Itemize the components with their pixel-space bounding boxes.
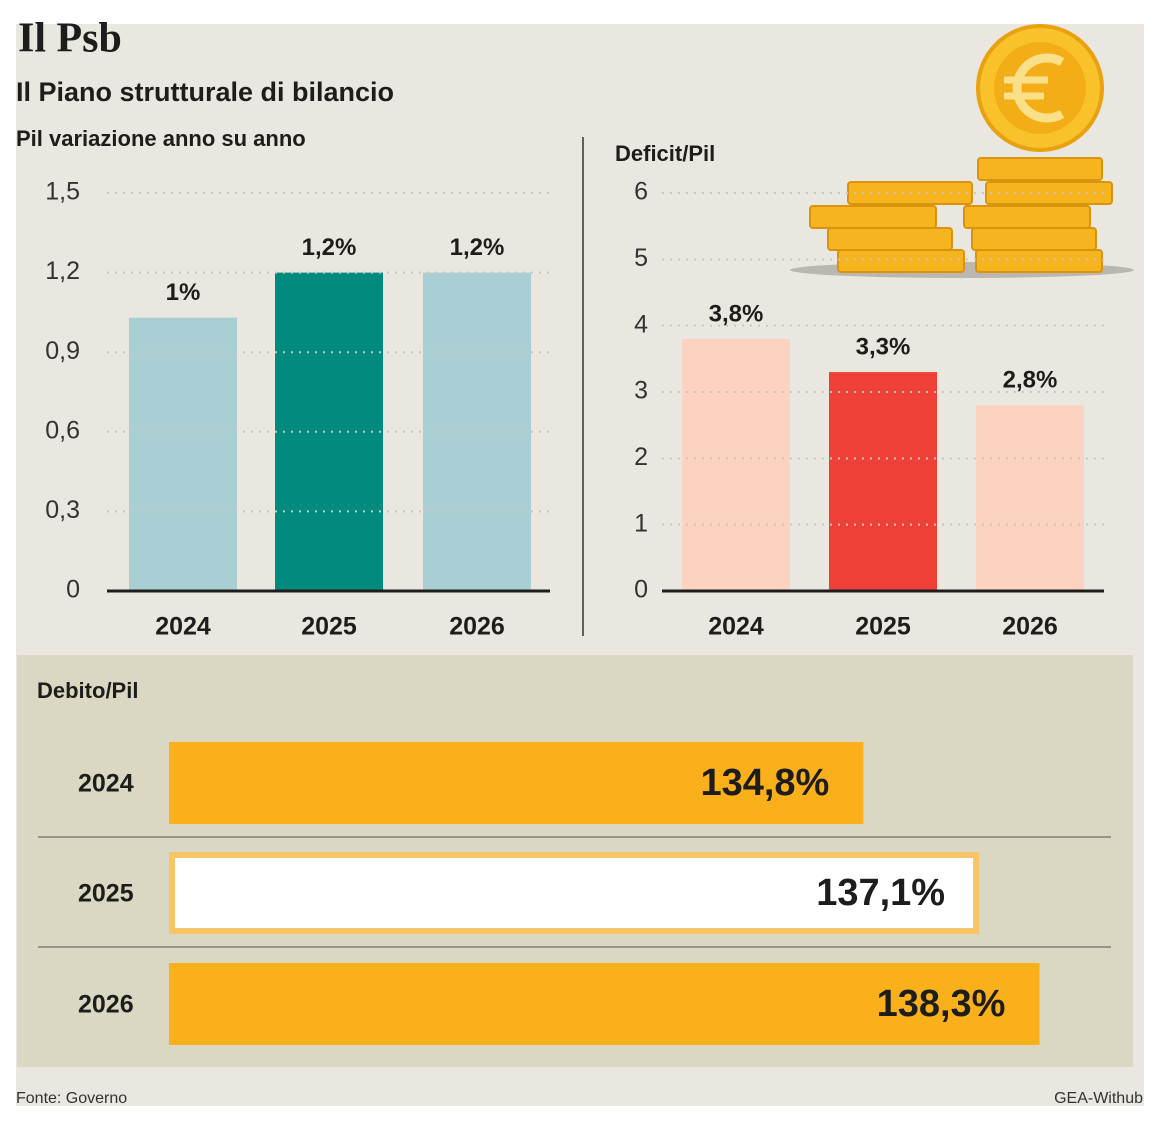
x-tick-label: 2026 [1002,613,1058,641]
x-tick-label: 2024 [155,613,211,641]
y-tick-label: 0,9 [45,337,80,365]
x-tick-label: 2024 [708,613,764,641]
main-title: Il Psb [18,16,122,62]
value-label: 138,3% [877,983,1006,1025]
value-label: 2,8% [1003,367,1058,394]
coins-illustration [790,24,1134,278]
y-tick-label: 5 [634,244,648,272]
x-tick-label: 2026 [449,613,505,641]
x-tick-label: 2025 [301,613,357,641]
bar [169,742,864,824]
y-tick-label: 2 [634,443,648,471]
y-tick-label: 1,2 [45,257,80,285]
y-tick-label: 1,5 [45,178,80,206]
y-tick-label: 0 [66,576,80,604]
y-tick-label: 6 [634,178,648,206]
subtitle: Il Piano strutturale di bilancio [16,77,394,107]
y-tick-label: 1 [634,509,648,537]
y-tick-label: 3 [634,377,648,405]
bar [829,372,937,591]
value-label: 1,2% [302,234,357,261]
value-label: 134,8% [700,762,829,804]
y-tick-label: 0,6 [45,416,80,444]
bar [976,405,1084,591]
category-label: 2025 [78,880,134,908]
category-label: 2026 [78,991,134,1019]
value-label: 1,2% [450,234,505,261]
source: Fonte: Governo [16,1090,127,1107]
y-tick-label: 4 [634,310,648,338]
y-tick-label: 0,3 [45,496,80,524]
bar [129,317,237,591]
value-label: 1% [166,279,201,306]
chart-title: Deficit/Pil [615,141,715,166]
chart-title: Pil variazione anno su anno [16,126,306,151]
y-tick-label: 0 [634,576,648,604]
value-label: 3,3% [856,333,911,360]
bar [169,963,1040,1045]
chart-title: Debito/Pil [37,678,138,703]
bar [169,852,980,934]
x-tick-label: 2025 [855,613,911,641]
value-label: 3,8% [709,300,764,327]
value-label: 137,1% [816,872,945,914]
credit: GEA-Withub [1054,1090,1143,1107]
bar [682,338,790,591]
category-label: 2024 [78,770,134,798]
